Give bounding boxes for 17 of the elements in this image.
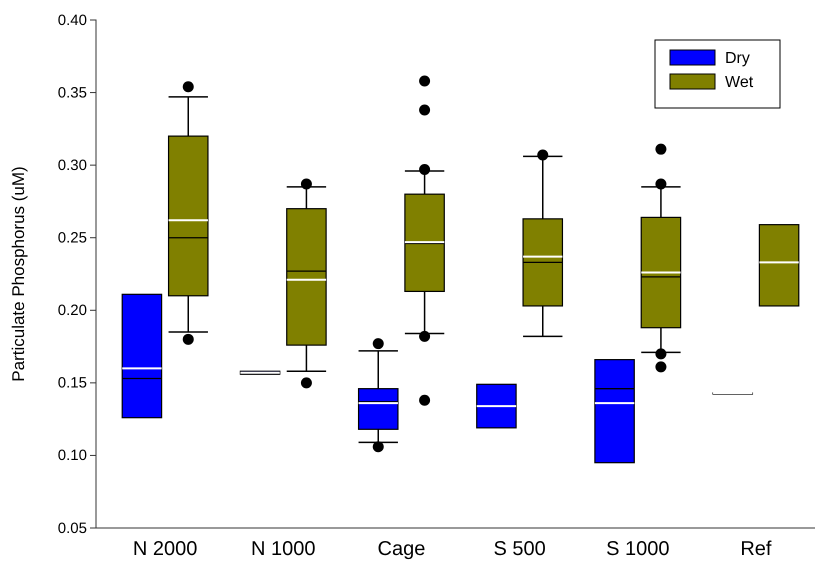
x-tick-label: Cage <box>378 538 426 560</box>
y-tick-label: 0.25 <box>58 230 87 247</box>
y-tick-label: 0.15 <box>58 374 87 392</box>
x-tick-label: S 1000 <box>606 538 670 560</box>
y-tick-label: 0.35 <box>58 84 87 102</box>
x-tick-label: Ref <box>740 538 772 560</box>
y-tick-label: 0.10 <box>58 447 87 464</box>
y-tick-label: 0.30 <box>58 156 87 174</box>
x-tick-label: N 2000 <box>132 538 198 560</box>
x-tick-label: S 500 <box>493 538 546 560</box>
legend-label: Wet <box>725 74 754 91</box>
y-tick-label: 0.20 <box>58 302 87 320</box>
legend-label: Dry <box>725 50 750 67</box>
y-axis-title: Particulate Phosphorus (uM) <box>9 166 28 382</box>
x-tick-label: N 1000 <box>251 538 316 560</box>
y-tick-label: 0.05 <box>58 520 87 537</box>
y-tick-label: 0.40 <box>58 12 87 29</box>
